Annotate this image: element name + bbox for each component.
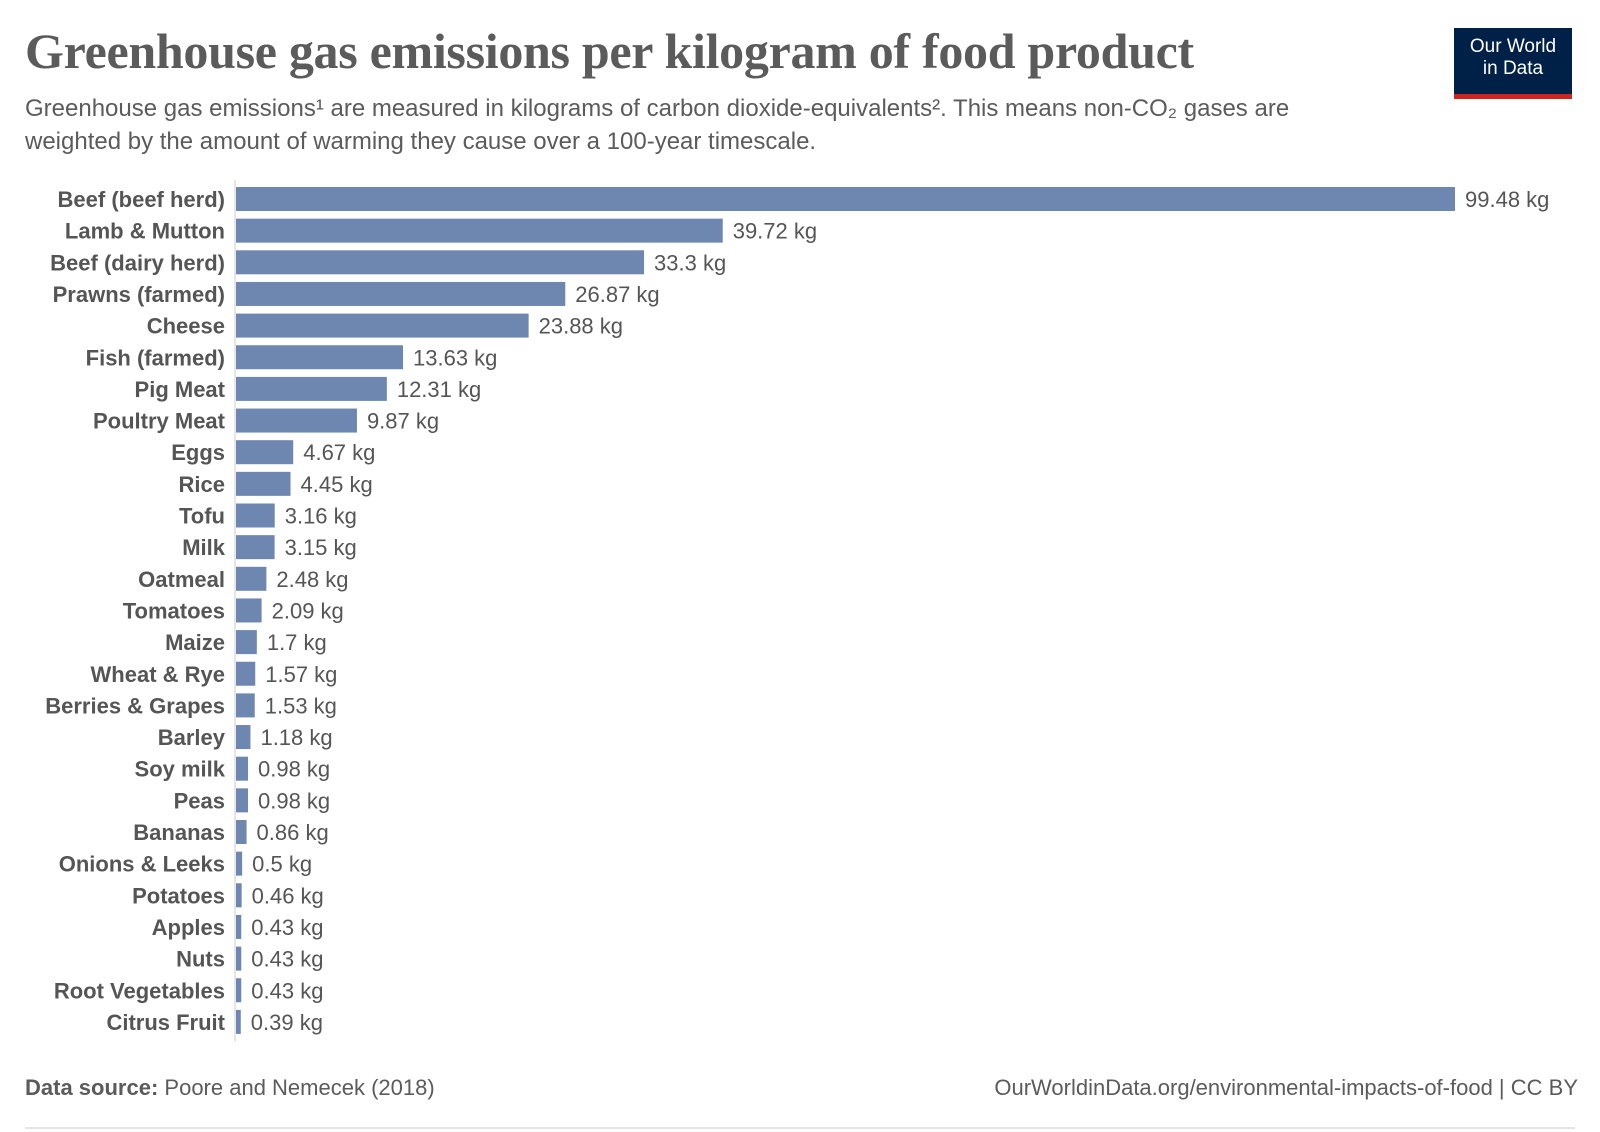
bar[interactable] [236, 883, 242, 908]
value-label: 1.53 kg [265, 693, 337, 718]
footer-source: Data source: Poore and Nemecek (2018) [25, 1075, 435, 1101]
value-label: 0.43 kg [251, 915, 323, 940]
value-label: 13.63 kg [413, 345, 497, 370]
category-label: Soy milk [135, 757, 226, 782]
value-label: 0.39 kg [251, 1010, 323, 1035]
category-label: Beef (beef herd) [58, 187, 225, 212]
footer-divider [25, 1127, 1575, 1129]
bar[interactable] [236, 756, 249, 781]
bar[interactable] [236, 313, 529, 338]
category-label: Apples [152, 915, 225, 940]
bar[interactable] [236, 725, 251, 750]
value-label: 9.87 kg [367, 409, 439, 434]
value-label: 2.09 kg [272, 598, 344, 623]
bar[interactable] [236, 788, 249, 813]
bar[interactable] [236, 440, 294, 465]
value-label: 0.43 kg [251, 978, 323, 1003]
bar[interactable] [236, 914, 242, 939]
bar[interactable] [236, 535, 275, 560]
value-label: 1.7 kg [267, 630, 327, 655]
value-label: 26.87 kg [575, 282, 659, 307]
chart-subtitle: Greenhouse gas emissions¹ are measured i… [25, 95, 1290, 155]
value-label: 4.67 kg [303, 440, 375, 465]
bar[interactable] [236, 693, 255, 718]
value-label: 0.86 kg [257, 820, 329, 845]
category-label: Beef (dairy herd) [50, 250, 225, 275]
category-label: Prawns (farmed) [53, 282, 225, 307]
category-label: Lamb & Mutton [65, 219, 225, 244]
bar[interactable] [236, 598, 262, 623]
bar[interactable] [236, 408, 357, 433]
value-label: 23.88 kg [539, 314, 623, 339]
category-label: Milk [182, 535, 226, 560]
category-label: Poultry Meat [93, 409, 226, 434]
category-label: Onions & Leeks [59, 852, 225, 877]
category-label: Maize [165, 630, 225, 655]
category-label: Oatmeal [138, 567, 225, 592]
bar[interactable] [236, 281, 566, 306]
bar[interactable] [236, 566, 267, 591]
category-label: Potatoes [132, 883, 225, 908]
category-label: Tofu [179, 504, 225, 529]
value-label: 3.16 kg [285, 504, 357, 529]
value-label: 0.98 kg [258, 757, 330, 782]
category-label: Rice [179, 472, 225, 497]
bar[interactable] [236, 218, 723, 243]
bar[interactable] [236, 471, 291, 496]
value-label: 2.48 kg [276, 567, 348, 592]
bar[interactable] [236, 503, 275, 528]
value-label: 33.3 kg [654, 250, 726, 275]
value-label: 1.18 kg [260, 725, 332, 750]
bar[interactable] [236, 851, 243, 876]
source-label: Data source: [25, 1075, 159, 1100]
value-label: 12.31 kg [397, 377, 481, 402]
category-label: Nuts [176, 947, 225, 972]
footer-url[interactable]: OurWorldinData.org/environmental-impacts… [994, 1075, 1578, 1100]
bar[interactable] [236, 345, 404, 370]
logo-line-2: in Data [1482, 58, 1544, 79]
bar[interactable] [236, 978, 242, 1003]
value-label: 0.46 kg [252, 883, 324, 908]
category-label: Fish (farmed) [86, 345, 225, 370]
category-label: Cheese [147, 314, 225, 339]
chart-title: Greenhouse gas emissions per kilogram of… [25, 23, 1194, 79]
category-label: Wheat & Rye [91, 662, 225, 687]
source-text[interactable]: Poore and Nemecek (2018) [164, 1075, 435, 1100]
value-label: 1.57 kg [265, 662, 337, 687]
category-label: Bananas [133, 820, 225, 845]
bar[interactable] [236, 376, 387, 401]
value-label: 0.43 kg [251, 947, 323, 972]
bar[interactable] [236, 1009, 241, 1034]
category-label: Eggs [171, 440, 225, 465]
category-label: Berries & Grapes [45, 693, 225, 718]
category-label: Peas [174, 788, 225, 813]
category-label: Root Vegetables [54, 978, 225, 1003]
value-label: 0.98 kg [258, 788, 330, 813]
category-label: Pig Meat [135, 377, 226, 402]
value-label: 39.72 kg [733, 219, 817, 244]
bar-chart: Beef (beef herd) 99.48 kg Lamb & Mutton 39.… [45, 180, 1549, 1042]
value-label: 0.5 kg [252, 852, 312, 877]
category-label: Barley [158, 725, 226, 750]
logo-line-1: Our World [1469, 36, 1557, 57]
bar[interactable] [236, 250, 645, 275]
bar[interactable] [236, 820, 247, 844]
bar[interactable] [236, 661, 256, 686]
bar[interactable] [236, 946, 242, 971]
value-label: 3.15 kg [285, 535, 357, 560]
category-label: Citrus Fruit [106, 1010, 225, 1035]
owid-logo[interactable]: Our World in Data [1454, 28, 1572, 99]
value-label: 99.48 kg [1465, 187, 1549, 212]
bar[interactable] [236, 630, 257, 655]
bar[interactable] [236, 187, 1455, 211]
value-label: 4.45 kg [301, 472, 373, 497]
category-label: Tomatoes [123, 598, 225, 623]
